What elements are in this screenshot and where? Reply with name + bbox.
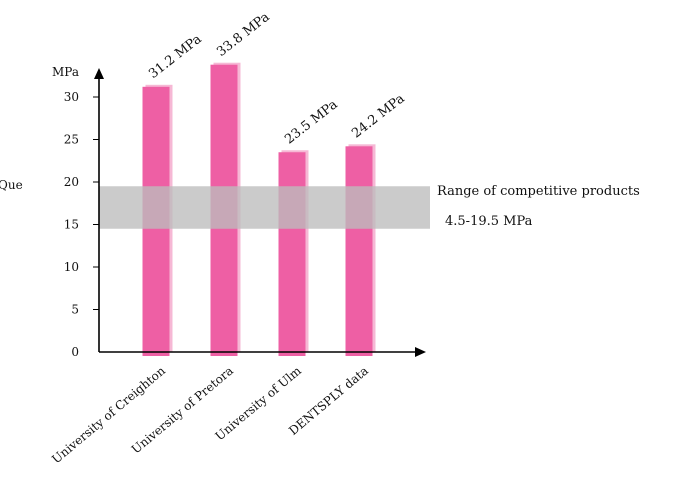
left-edge-fragment: Que <box>0 178 23 192</box>
range-band-label: Range of competitive products <box>437 184 640 199</box>
range-band-value: 4.5-19.5 MPa <box>445 214 533 229</box>
y-axis-label: MPa <box>52 65 79 79</box>
data-label: 33.8 MPa <box>214 10 273 60</box>
axes-layer <box>93 68 426 357</box>
bar <box>345 146 373 356</box>
x-axis-arrow <box>415 347 426 357</box>
y-tick-label: 5 <box>71 303 79 317</box>
y-tick-label: 0 <box>71 345 79 359</box>
bar <box>278 152 306 356</box>
range-band <box>99 186 430 229</box>
y-tick-label: 10 <box>64 260 79 274</box>
data-label: 31.2 MPa <box>146 32 205 82</box>
y-axis-arrow <box>94 68 104 79</box>
range-band-layer <box>99 186 430 229</box>
category-label: University of Creighton <box>49 363 168 466</box>
y-tick-label: 15 <box>64 218 79 232</box>
data-label: 24.2 MPa <box>349 91 408 141</box>
y-tick-label: 30 <box>64 90 79 104</box>
y-tick-label: 25 <box>64 133 79 147</box>
data-label: 23.5 MPa <box>282 97 341 147</box>
bars-layer <box>142 62 376 357</box>
y-tick-label: 20 <box>64 175 79 189</box>
